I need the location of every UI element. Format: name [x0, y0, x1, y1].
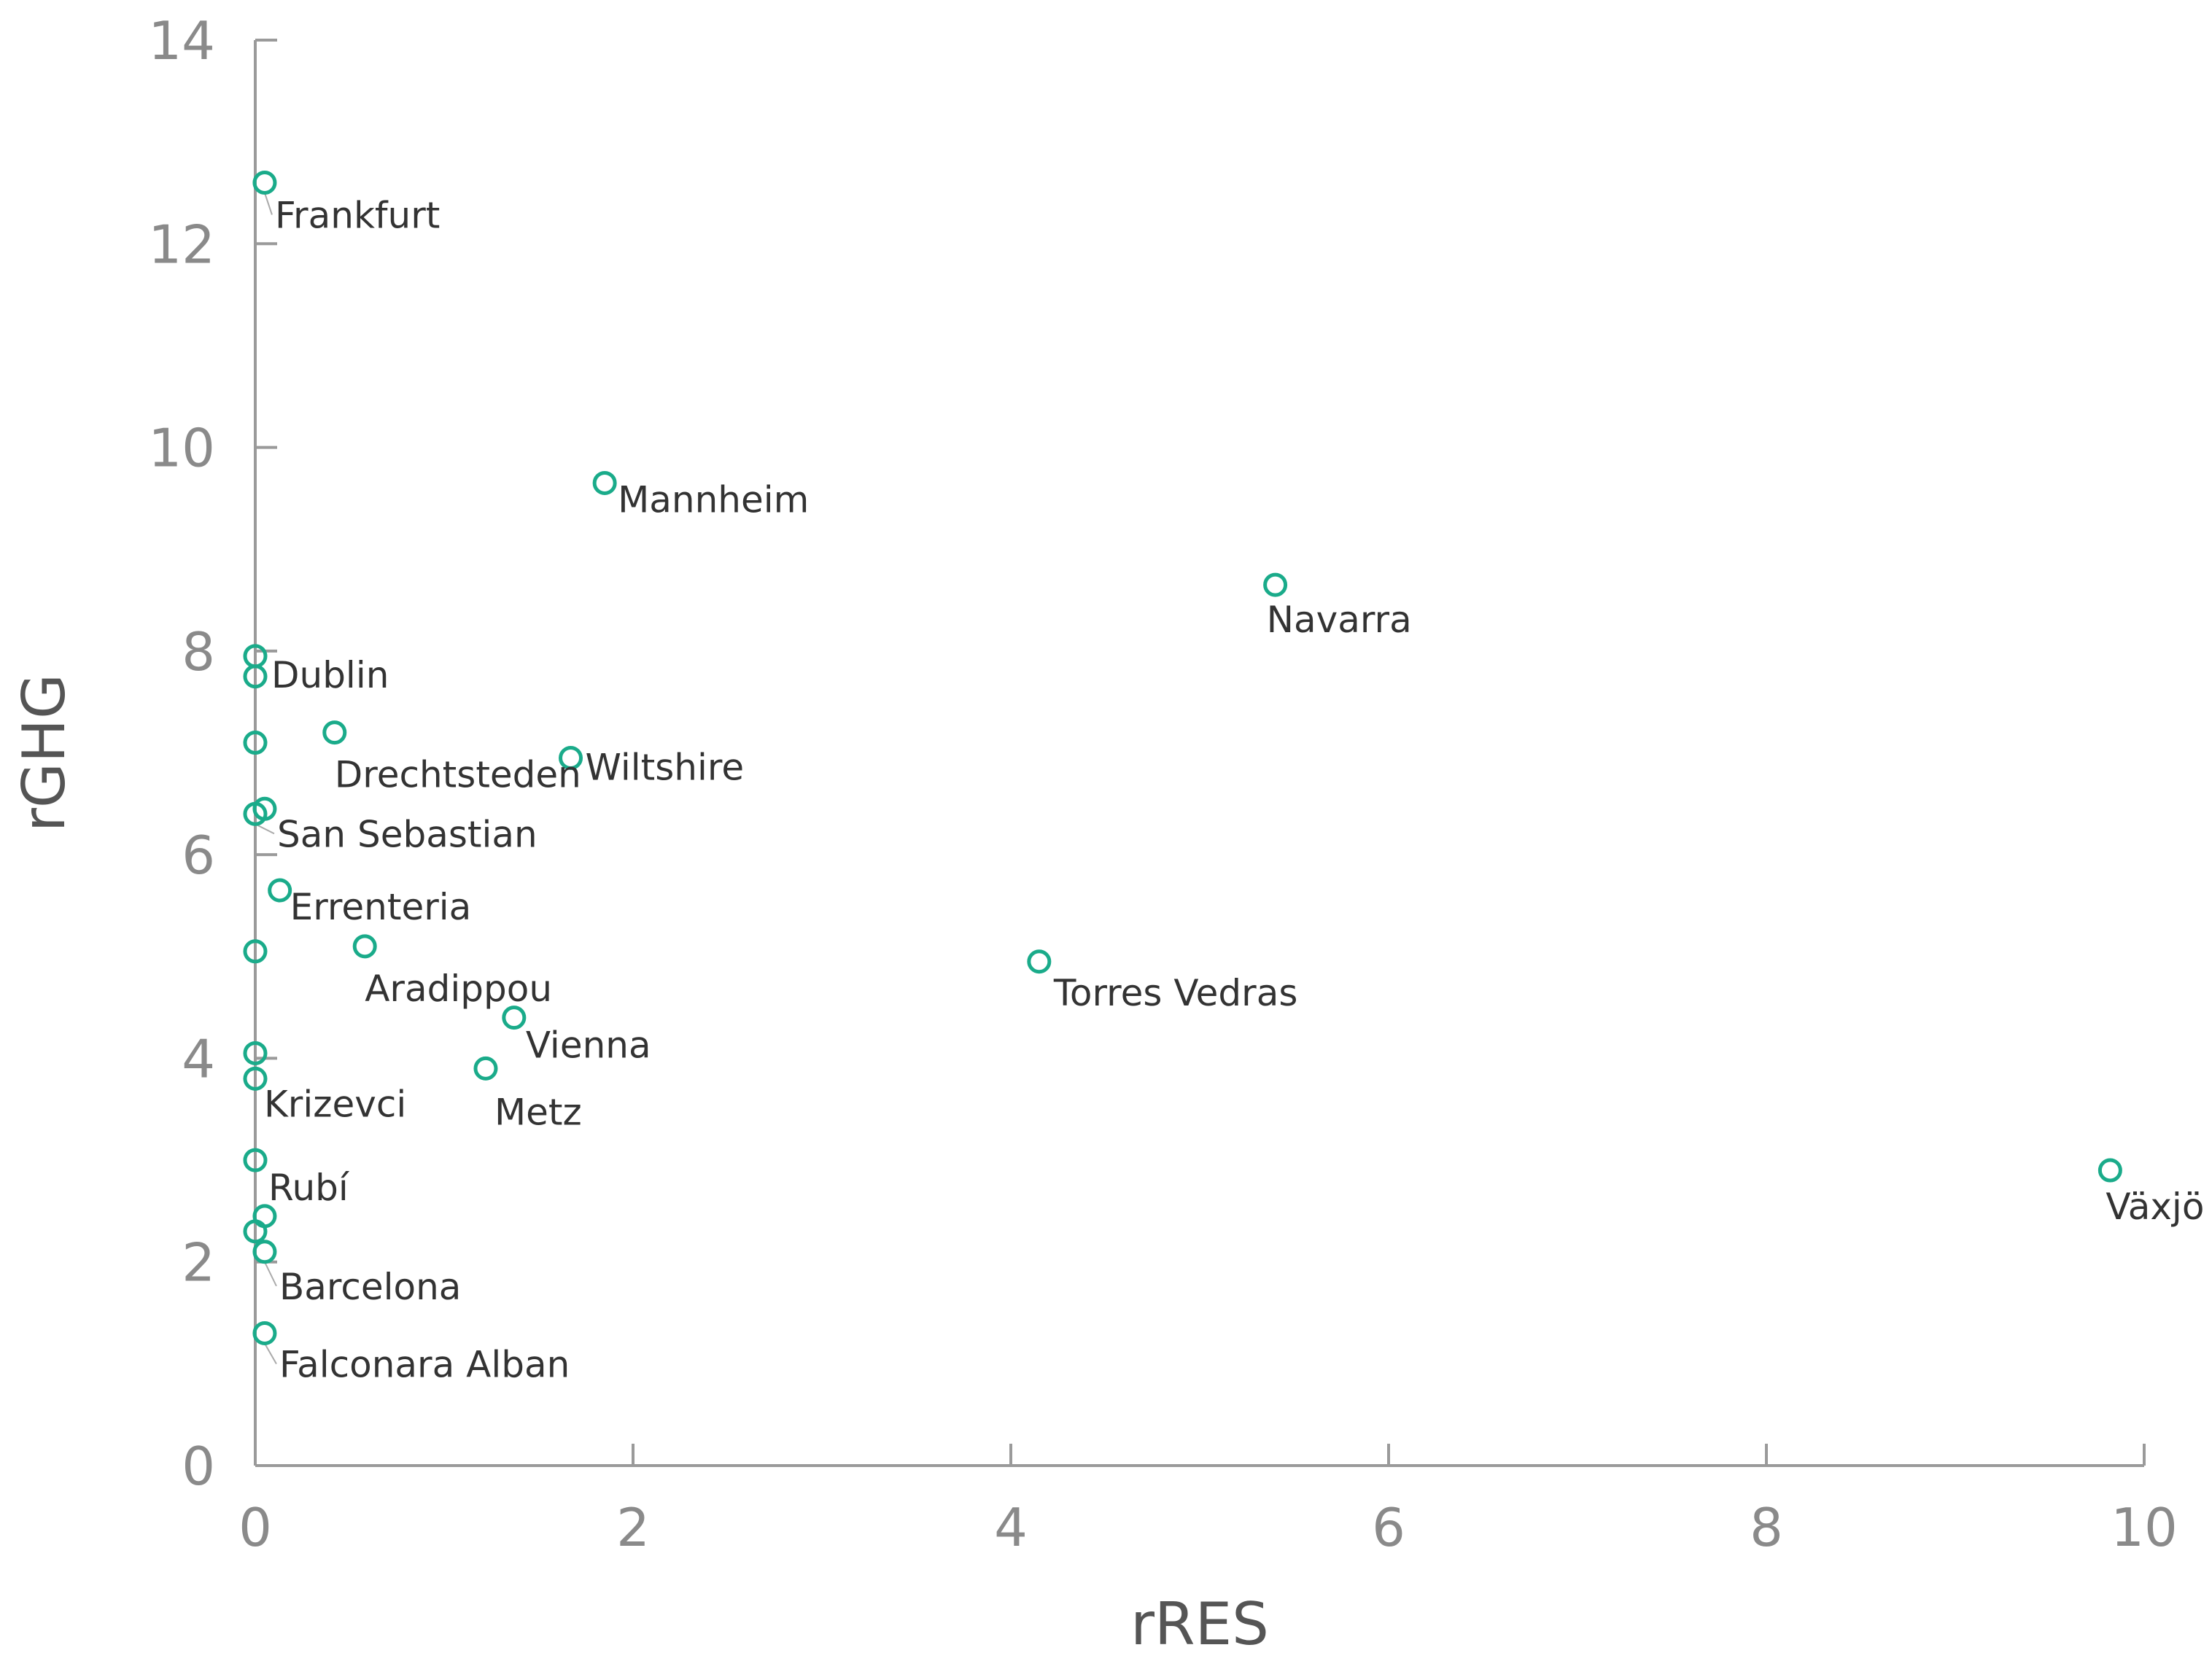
y-tick-label: 10	[148, 418, 215, 479]
data-point	[268, 878, 292, 903]
point-label: Torres Vedras	[1053, 972, 1298, 1014]
point-label: Metz	[494, 1091, 582, 1133]
data-point	[502, 1005, 527, 1030]
data-point	[1027, 949, 1052, 974]
point-label: Frankfurt	[275, 195, 440, 237]
ticks: 0 2 4 6 8 10 12 14 0 2 4 6 8 10	[148, 10, 2177, 1558]
y-tick-label: 8	[182, 621, 215, 682]
data-point	[252, 1320, 277, 1345]
label-leaders	[255, 192, 277, 1364]
y-tick-label: 6	[182, 825, 215, 886]
y-tick-label: 12	[148, 214, 215, 275]
data-point	[243, 1148, 268, 1172]
data-point	[2097, 1158, 2122, 1183]
data-point	[559, 745, 583, 770]
point-label: Drechtsteden	[335, 754, 581, 796]
data-point	[243, 939, 268, 964]
data-point	[243, 801, 268, 826]
point-label: Dublin	[271, 654, 389, 696]
y-tick-label: 2	[182, 1232, 215, 1294]
point-label: Wiltshire	[586, 746, 745, 788]
data-point	[352, 934, 377, 959]
axes	[254, 40, 2144, 1467]
data-point	[1263, 572, 1288, 597]
data-point	[592, 470, 617, 495]
point-label: Rubí	[268, 1167, 350, 1209]
point-label: San Sebastian	[277, 813, 538, 855]
x-tick-label: 0	[238, 1497, 272, 1558]
y-tick-label: 0	[182, 1436, 215, 1497]
label-leader-line	[264, 192, 273, 215]
label-leader-line	[264, 1261, 277, 1287]
point-label: Mannheim	[618, 478, 809, 521]
x-axis-title: rRES	[1130, 1590, 1269, 1658]
data-point	[243, 1219, 268, 1244]
label-leader-line	[264, 1342, 277, 1364]
x-tick-label: 8	[1750, 1497, 1783, 1558]
point-label: Vienna	[526, 1024, 651, 1067]
data-point	[243, 1066, 268, 1091]
data-points	[243, 171, 2122, 1345]
point-label: Navarra	[1267, 599, 1412, 641]
point-label: Växjö	[2106, 1186, 2204, 1228]
data-point	[243, 1040, 268, 1065]
x-tick-label: 6	[1372, 1497, 1405, 1558]
data-point	[473, 1056, 498, 1081]
point-label: Aradippou	[365, 968, 552, 1010]
x-tick-label: 10	[2111, 1497, 2178, 1558]
x-tick-label: 2	[616, 1497, 650, 1558]
point-label: Barcelona	[279, 1266, 461, 1308]
point-label: Falconara Alban	[279, 1343, 570, 1385]
x-tick-label: 4	[994, 1497, 1028, 1558]
point-label: Krizevci	[264, 1083, 406, 1125]
point-label: Errenteria	[290, 886, 472, 928]
y-axis-title: rGHG	[10, 674, 78, 832]
data-point	[243, 664, 268, 689]
label-leader-line	[255, 823, 275, 835]
y-tick-label: 14	[148, 10, 215, 71]
y-tick-label: 4	[182, 1028, 215, 1089]
data-point	[252, 171, 277, 195]
point-labels: Frankfurt Mannheim Navarra Dublin Drechtsted…	[264, 195, 2204, 1386]
data-point	[322, 720, 347, 745]
data-point	[243, 731, 268, 755]
data-point	[252, 1240, 277, 1264]
